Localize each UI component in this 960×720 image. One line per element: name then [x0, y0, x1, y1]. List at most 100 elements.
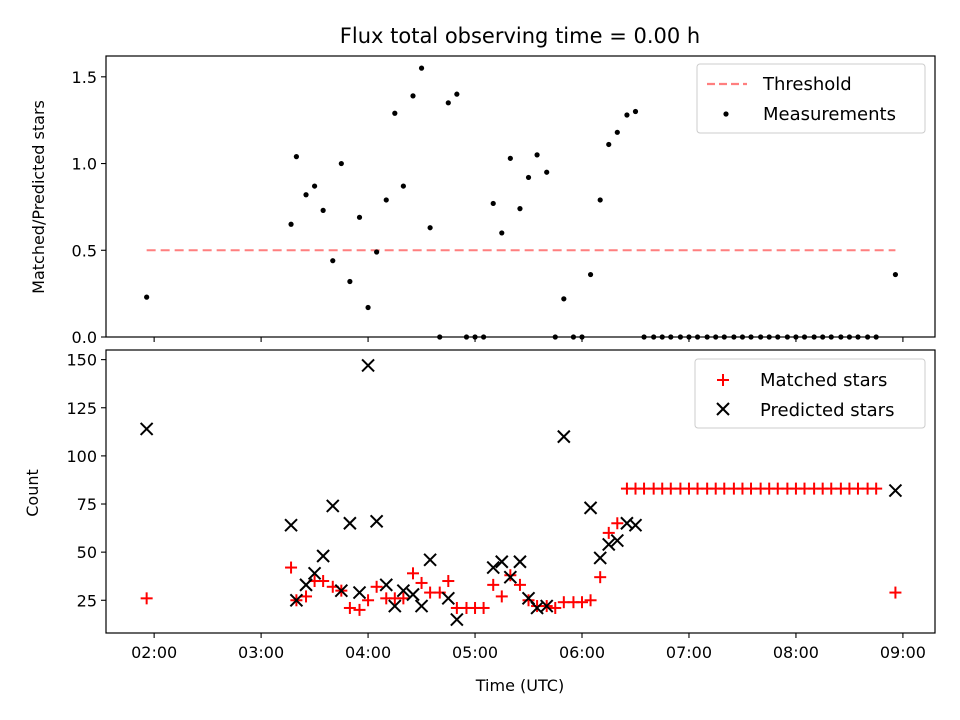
threshold-legend-label: Threshold: [762, 74, 852, 95]
matched-stars-point: [513, 578, 526, 591]
measurements-legend-label: Measurements: [763, 104, 896, 125]
matched-stars-point: [602, 526, 615, 539]
bottom-x-tick-label: 05:00: [452, 643, 498, 662]
predicted-stars-point: [406, 587, 420, 602]
measurements-point: [534, 152, 540, 158]
measurements-point: [392, 110, 398, 116]
measurements-point: [303, 192, 309, 198]
predicted-stars-point: [495, 555, 509, 569]
measurements-point: [561, 296, 567, 302]
measurements-point: [544, 169, 550, 175]
measurements-point: [624, 112, 630, 118]
bottom-axes: 02:00 03:00 04:00 05:00 06:00 07:00 08:00 09:00…: [66, 351, 926, 662]
matched-stars-point: [549, 601, 562, 614]
bottom-plot-frame: [105, 349, 936, 634]
matched-stars-point: [442, 575, 455, 588]
measurements-point: [499, 230, 505, 236]
predicted-stars-point: [628, 518, 643, 532]
matched-stars-point: [870, 482, 883, 495]
predicted-stars-point: [396, 583, 411, 598]
bottom-y-tick-label: 150: [66, 351, 97, 370]
top-legend: Threshold Measurements: [696, 63, 926, 134]
predicted-stars-point: [513, 555, 527, 569]
bottom-legend-box: [694, 358, 926, 429]
matched-stars-point: [362, 594, 375, 607]
measurements-point: [365, 304, 371, 311]
matched-stars-point: [370, 580, 383, 593]
bottom-x-tick-label: 07:00: [666, 643, 712, 662]
predicted-stars-point: [343, 516, 357, 530]
predicted-stars-legend-label: Predicted stars: [760, 400, 894, 421]
predicted-stars-point: [583, 501, 598, 515]
top-plot-panel: Flux total observing time = 0.00 h Match…: [29, 24, 936, 347]
matched-stars-point: [522, 594, 535, 607]
measurements-point: [490, 200, 496, 207]
bottom-x-tick-label: 02:00: [131, 643, 177, 662]
matched-stars-point: [317, 575, 330, 588]
measurements-point: [632, 108, 639, 115]
measurements-point: [597, 197, 603, 203]
matched-stars-point: [406, 567, 419, 580]
bottom-plot-panel: Count Time (UTC) 02:00 03:00 04:00 05:00 06:…: [23, 349, 936, 695]
matched-stars-point: [415, 576, 428, 589]
predicted-stars-point: [503, 570, 518, 584]
matched-stars-point: [487, 578, 500, 591]
predicted-stars-point: [284, 518, 298, 532]
matched-stars-point: [594, 571, 607, 584]
measurements-point: [347, 278, 353, 285]
predicted-stars-point: [610, 533, 625, 548]
predicted-stars-point: [299, 578, 313, 592]
bottom-y-tick-label: 75: [77, 495, 97, 514]
measurements-point: [454, 91, 460, 97]
measurements-point: [293, 154, 300, 160]
matched-stars-point: [353, 603, 366, 616]
bottom-x-tick-label: 03:00: [238, 643, 284, 662]
matched-stars-point: [300, 590, 313, 603]
matched-stars-point: [477, 601, 490, 614]
bottom-y-axis-label: Count: [23, 469, 42, 517]
predicted-stars-point: [557, 429, 571, 444]
top-y-tick-label: 0.5: [72, 241, 97, 260]
top-y-tick-label: 1.5: [72, 68, 97, 87]
predicted-stars-point: [361, 358, 375, 373]
measurements-point: [507, 155, 513, 161]
matched-stars-point: [397, 592, 410, 605]
measurements-point: [587, 271, 594, 278]
top-legend-box: [696, 63, 926, 134]
top-axes: 0.0 0.5 1.0 1.5: [72, 68, 904, 347]
bottom-x-tick-label: 08:00: [773, 643, 819, 662]
measurements-point: [525, 174, 532, 181]
predicted-stars-point: [388, 599, 402, 613]
measurements-point: [144, 294, 150, 300]
matched-stars-point: [611, 517, 624, 530]
measurements-point: [330, 258, 336, 264]
measurements-point: [410, 93, 416, 99]
predicted-stars-point: [139, 422, 154, 436]
matched-stars-point: [343, 601, 356, 614]
top-y-tick-label: 0.0: [72, 328, 97, 347]
predicted-stars-point: [352, 585, 367, 600]
measurements-point: [338, 160, 344, 167]
predicted-stars-point: [414, 599, 429, 613]
measurements-point: [427, 225, 433, 231]
measurements-point: [356, 214, 363, 220]
top-plot-frame: [105, 55, 936, 338]
matched-stars-point: [495, 590, 508, 603]
bottom-y-tick-label: 50: [77, 543, 97, 562]
predicted-stars-point: [441, 591, 456, 606]
predicted-stars-point: [379, 578, 393, 592]
measurements-legend-swatch: [723, 111, 729, 117]
predicted-stars-point: [486, 560, 500, 575]
bottom-y-tick-label: 25: [77, 591, 97, 610]
bottom-legend: Matched stars Predicted stars: [694, 358, 926, 429]
matched-stars-legend-label: Matched stars: [760, 370, 887, 391]
predicted-stars-point: [450, 612, 464, 627]
measurements-point: [320, 207, 326, 213]
matched-stars-point: [140, 592, 153, 605]
bottom-x-axis-label: Time (UTC): [475, 676, 564, 695]
matched-stars-point: [584, 594, 597, 607]
predicted-stars-point: [539, 599, 554, 613]
measurements-point: [288, 221, 294, 227]
predicted-stars-point: [888, 483, 903, 498]
